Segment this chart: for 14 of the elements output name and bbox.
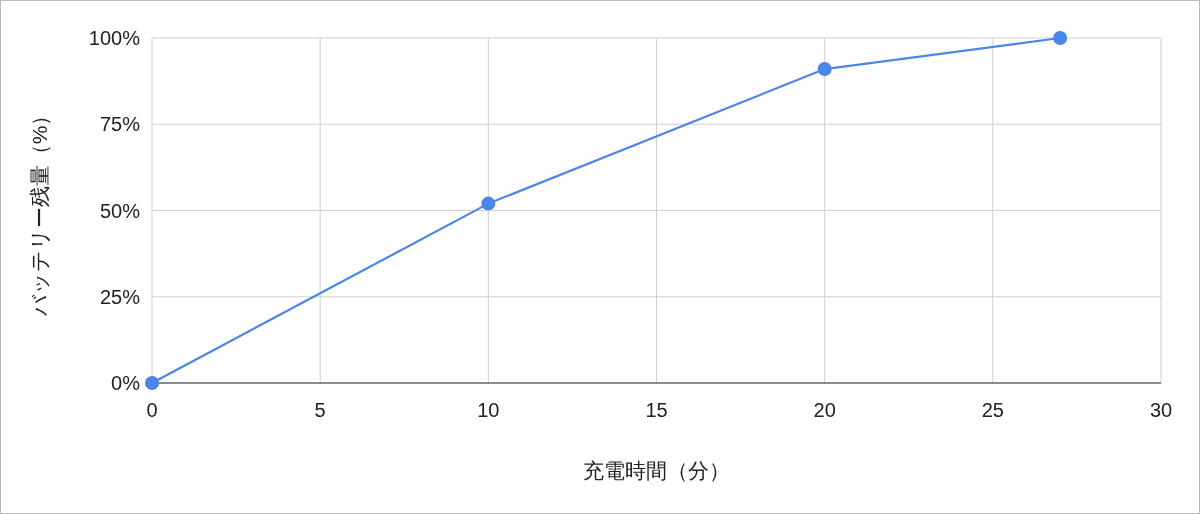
- y-tick-label: 100%: [88, 27, 141, 49]
- x-tick-label: 30: [1149, 399, 1173, 421]
- x-axis-title: 充電時間（分）: [583, 459, 730, 482]
- x-tick-label: 20: [813, 399, 836, 421]
- y-axis-title: バッテリー残量（%）: [28, 104, 51, 318]
- y-tick-label: 50%: [99, 199, 141, 222]
- x-tick-label: 25: [981, 399, 1004, 421]
- x-tick-label: 10: [477, 399, 500, 421]
- y-tick-label: 75%: [99, 113, 141, 136]
- x-tick-label: 5: [314, 399, 326, 421]
- x-tick-label: 15: [645, 399, 668, 421]
- y-tick-label: 25%: [99, 285, 141, 308]
- y-tick-label: 0%: [111, 372, 141, 394]
- x-tick-label: 0: [146, 399, 158, 421]
